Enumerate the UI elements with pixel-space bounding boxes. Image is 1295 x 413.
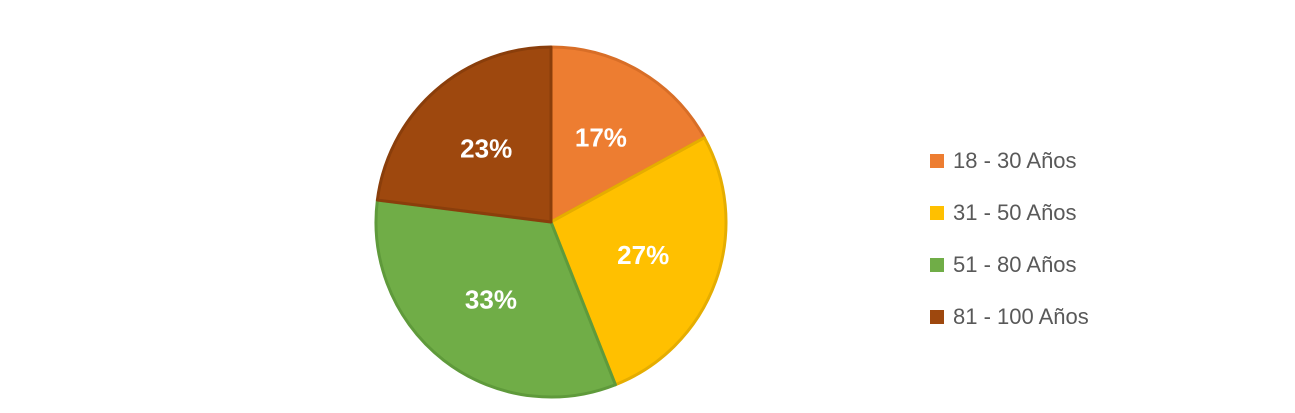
legend-swatch [930,154,944,168]
data-label-51-80: 33% [465,284,517,314]
pie-slices [374,45,728,399]
legend-label: 81 - 100 Años [953,304,1089,329]
pie-slice-51-80 [374,198,617,399]
pie-slice-81-100 [375,45,553,224]
legend-swatch [930,310,944,324]
legend-label: 18 - 30 Años [953,148,1077,173]
legend-label: 31 - 50 Años [953,200,1077,225]
legend-item-51-80: 51 - 80 Años [930,239,1230,291]
data-label-81-100: 23% [460,133,512,163]
legend-swatch [930,258,944,272]
pie-data-labels: 17% 27% 33% 23% [460,123,669,315]
legend-label: 51 - 80 Años [953,252,1077,277]
chart-legend: 18 - 30 Años 31 - 50 Años 51 - 80 Años 8… [930,135,1230,343]
pie-slice-31-50 [549,136,728,387]
legend-item-18-30: 18 - 30 Años [930,135,1230,187]
pie-slice-18-30 [549,45,706,224]
legend-item-31-50: 31 - 50 Años [930,187,1230,239]
data-label-31-50: 27% [617,240,669,270]
legend-swatch [930,206,944,220]
data-label-18-30: 17% [575,123,627,153]
legend-item-81-100: 81 - 100 Años [930,291,1230,343]
